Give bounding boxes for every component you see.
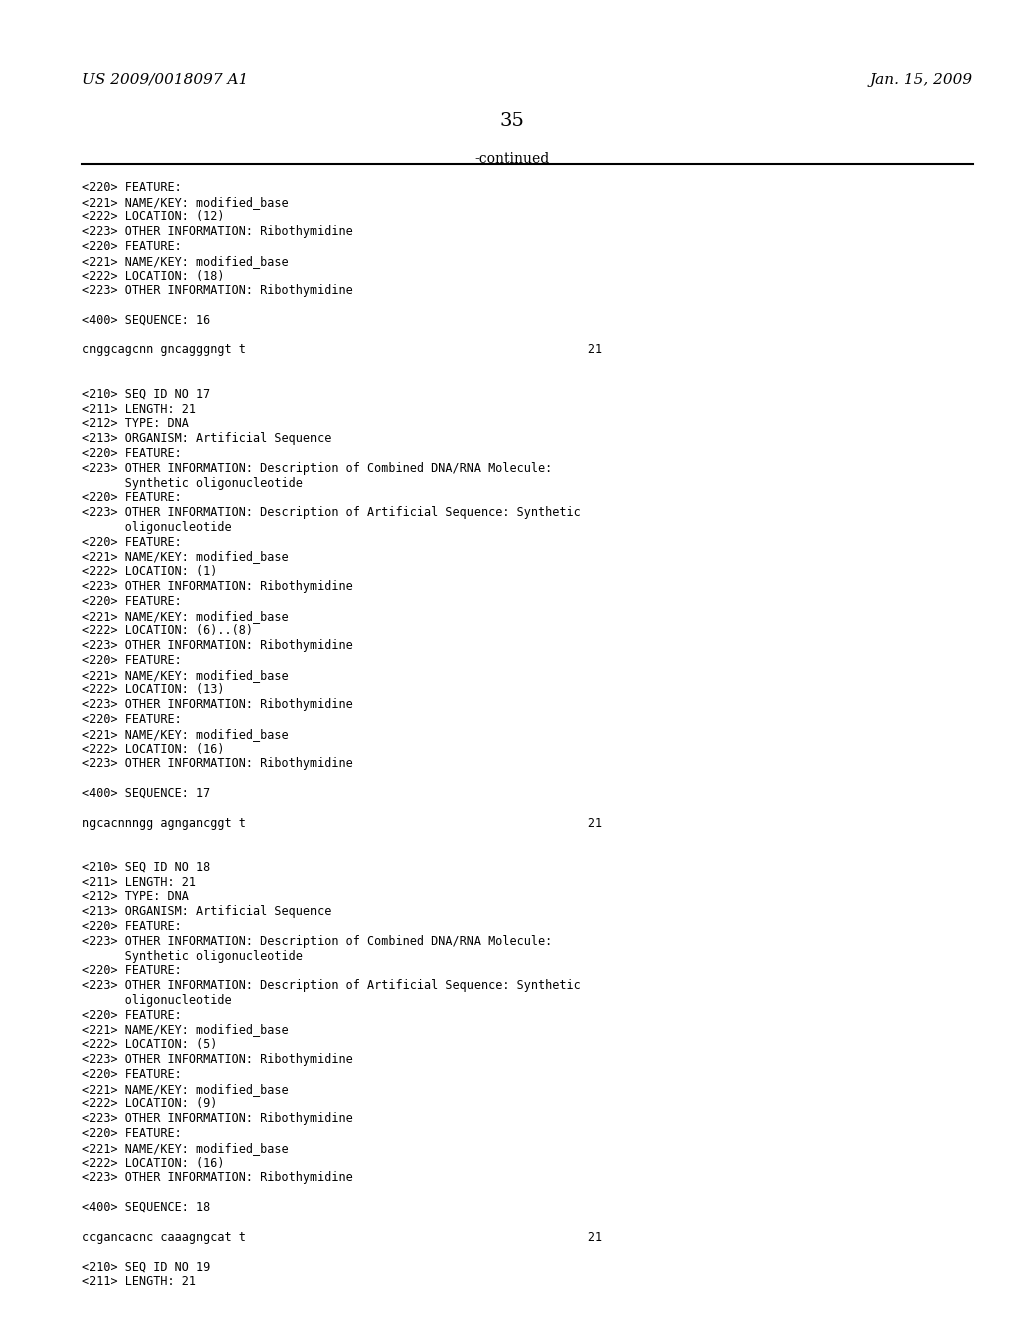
Text: <223> OTHER INFORMATION: Ribothymidine: <223> OTHER INFORMATION: Ribothymidine xyxy=(82,226,352,238)
Text: <223> OTHER INFORMATION: Ribothymidine: <223> OTHER INFORMATION: Ribothymidine xyxy=(82,758,352,771)
Text: 35: 35 xyxy=(500,112,524,131)
Text: <210> SEQ ID NO 17: <210> SEQ ID NO 17 xyxy=(82,388,210,401)
Text: <223> OTHER INFORMATION: Ribothymidine: <223> OTHER INFORMATION: Ribothymidine xyxy=(82,284,352,297)
Text: <222> LOCATION: (16): <222> LOCATION: (16) xyxy=(82,1156,224,1170)
Text: <221> NAME/KEY: modified_base: <221> NAME/KEY: modified_base xyxy=(82,610,289,623)
Text: <222> LOCATION: (5): <222> LOCATION: (5) xyxy=(82,1039,217,1051)
Text: <400> SEQUENCE: 16: <400> SEQUENCE: 16 xyxy=(82,314,210,327)
Text: <222> LOCATION: (12): <222> LOCATION: (12) xyxy=(82,210,224,223)
Text: <220> FEATURE:: <220> FEATURE: xyxy=(82,965,181,977)
Text: <221> NAME/KEY: modified_base: <221> NAME/KEY: modified_base xyxy=(82,255,289,268)
Text: <221> NAME/KEY: modified_base: <221> NAME/KEY: modified_base xyxy=(82,1142,289,1155)
Text: <222> LOCATION: (6)..(8): <222> LOCATION: (6)..(8) xyxy=(82,624,253,638)
Text: <211> LENGTH: 21: <211> LENGTH: 21 xyxy=(82,875,196,888)
Text: <221> NAME/KEY: modified_base: <221> NAME/KEY: modified_base xyxy=(82,1023,289,1036)
Text: <213> ORGANISM: Artificial Sequence: <213> ORGANISM: Artificial Sequence xyxy=(82,432,332,445)
Text: <220> FEATURE:: <220> FEATURE: xyxy=(82,1068,181,1081)
Text: <223> OTHER INFORMATION: Ribothymidine: <223> OTHER INFORMATION: Ribothymidine xyxy=(82,1053,352,1067)
Text: <223> OTHER INFORMATION: Description of Combined DNA/RNA Molecule:: <223> OTHER INFORMATION: Description of … xyxy=(82,462,552,475)
Text: <220> FEATURE:: <220> FEATURE: xyxy=(82,181,181,194)
Text: <221> NAME/KEY: modified_base: <221> NAME/KEY: modified_base xyxy=(82,669,289,681)
Text: Synthetic oligonucleotide: Synthetic oligonucleotide xyxy=(82,477,303,490)
Text: <223> OTHER INFORMATION: Ribothymidine: <223> OTHER INFORMATION: Ribothymidine xyxy=(82,579,352,593)
Text: <220> FEATURE:: <220> FEATURE: xyxy=(82,1008,181,1022)
Text: <221> NAME/KEY: modified_base: <221> NAME/KEY: modified_base xyxy=(82,1082,289,1096)
Text: <211> LENGTH: 21: <211> LENGTH: 21 xyxy=(82,1275,196,1288)
Text: <220> FEATURE:: <220> FEATURE: xyxy=(82,1127,181,1140)
Text: ngcacnnngg agngancggt t                                                21: ngcacnnngg agngancggt t 21 xyxy=(82,817,602,829)
Text: -continued: -continued xyxy=(474,152,550,166)
Text: <223> OTHER INFORMATION: Ribothymidine: <223> OTHER INFORMATION: Ribothymidine xyxy=(82,639,352,652)
Text: <220> FEATURE:: <220> FEATURE: xyxy=(82,653,181,667)
Text: oligonucleotide: oligonucleotide xyxy=(82,994,231,1007)
Text: <221> NAME/KEY: modified_base: <221> NAME/KEY: modified_base xyxy=(82,727,289,741)
Text: <212> TYPE: DNA: <212> TYPE: DNA xyxy=(82,891,188,903)
Text: US 2009/0018097 A1: US 2009/0018097 A1 xyxy=(82,73,248,87)
Text: <220> FEATURE:: <220> FEATURE: xyxy=(82,713,181,726)
Text: <212> TYPE: DNA: <212> TYPE: DNA xyxy=(82,417,188,430)
Text: <400> SEQUENCE: 17: <400> SEQUENCE: 17 xyxy=(82,787,210,800)
Text: <222> LOCATION: (13): <222> LOCATION: (13) xyxy=(82,684,224,697)
Text: <210> SEQ ID NO 18: <210> SEQ ID NO 18 xyxy=(82,861,210,874)
Text: <221> NAME/KEY: modified_base: <221> NAME/KEY: modified_base xyxy=(82,195,289,209)
Text: <223> OTHER INFORMATION: Ribothymidine: <223> OTHER INFORMATION: Ribothymidine xyxy=(82,1113,352,1125)
Text: <213> ORGANISM: Artificial Sequence: <213> ORGANISM: Artificial Sequence xyxy=(82,906,332,919)
Text: <223> OTHER INFORMATION: Description of Combined DNA/RNA Molecule:: <223> OTHER INFORMATION: Description of … xyxy=(82,935,552,948)
Text: <220> FEATURE:: <220> FEATURE: xyxy=(82,920,181,933)
Text: <222> LOCATION: (18): <222> LOCATION: (18) xyxy=(82,269,224,282)
Text: <220> FEATURE:: <220> FEATURE: xyxy=(82,595,181,607)
Text: <220> FEATURE:: <220> FEATURE: xyxy=(82,447,181,459)
Text: <223> OTHER INFORMATION: Description of Artificial Sequence: Synthetic: <223> OTHER INFORMATION: Description of … xyxy=(82,979,581,993)
Text: <223> OTHER INFORMATION: Ribothymidine: <223> OTHER INFORMATION: Ribothymidine xyxy=(82,698,352,711)
Text: <221> NAME/KEY: modified_base: <221> NAME/KEY: modified_base xyxy=(82,550,289,564)
Text: Jan. 15, 2009: Jan. 15, 2009 xyxy=(869,73,973,87)
Text: <220> FEATURE:: <220> FEATURE: xyxy=(82,491,181,504)
Text: <210> SEQ ID NO 19: <210> SEQ ID NO 19 xyxy=(82,1261,210,1272)
Text: Synthetic oligonucleotide: Synthetic oligonucleotide xyxy=(82,949,303,962)
Text: <211> LENGTH: 21: <211> LENGTH: 21 xyxy=(82,403,196,416)
Text: cnggcagcnn gncagggngt t                                                21: cnggcagcnn gncagggngt t 21 xyxy=(82,343,602,356)
Text: oligonucleotide: oligonucleotide xyxy=(82,521,231,533)
Text: <222> LOCATION: (1): <222> LOCATION: (1) xyxy=(82,565,217,578)
Text: <400> SEQUENCE: 18: <400> SEQUENCE: 18 xyxy=(82,1201,210,1214)
Text: <220> FEATURE:: <220> FEATURE: xyxy=(82,240,181,253)
Text: <223> OTHER INFORMATION: Ribothymidine: <223> OTHER INFORMATION: Ribothymidine xyxy=(82,1171,352,1184)
Text: <223> OTHER INFORMATION: Description of Artificial Sequence: Synthetic: <223> OTHER INFORMATION: Description of … xyxy=(82,506,581,519)
Text: ccgancacnc caaagngcat t                                                21: ccgancacnc caaagngcat t 21 xyxy=(82,1230,602,1243)
Text: <222> LOCATION: (9): <222> LOCATION: (9) xyxy=(82,1097,217,1110)
Text: <222> LOCATION: (16): <222> LOCATION: (16) xyxy=(82,743,224,755)
Text: <220> FEATURE:: <220> FEATURE: xyxy=(82,536,181,549)
